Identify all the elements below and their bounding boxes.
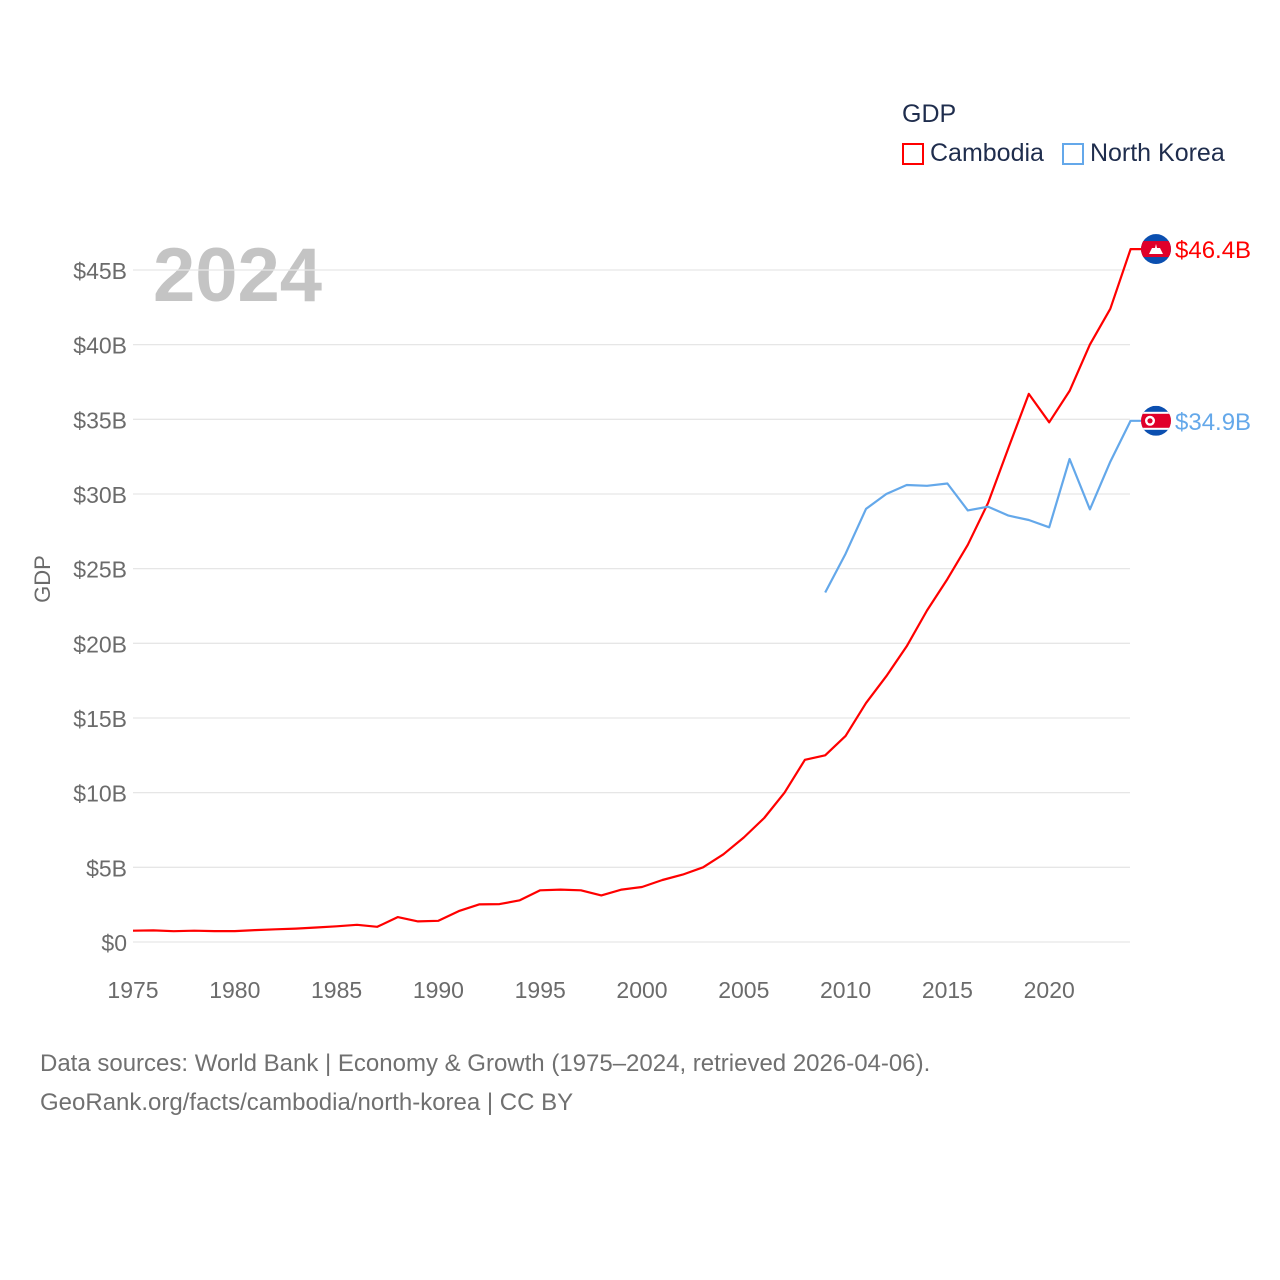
- x-tick-label: 1990: [413, 977, 464, 1003]
- legend-title: GDP: [902, 100, 957, 128]
- end-value-label: $34.9B: [1175, 409, 1251, 436]
- x-tick-label: 1995: [515, 977, 566, 1003]
- series-line-cambodia: [132, 248, 1143, 933]
- x-tick-label: 2010: [820, 977, 871, 1003]
- north-korea-flag-icon: [1141, 405, 1171, 436]
- legend-item-north-korea[interactable]: North Korea: [1061, 139, 1225, 168]
- legend-swatch-cambodia: [902, 142, 924, 165]
- y-axis-label: GDP: [30, 555, 55, 603]
- x-tick-label: 1975: [107, 977, 158, 1003]
- legend-swatch-north-korea: [1061, 142, 1084, 165]
- year-label: 2024: [153, 233, 322, 318]
- x-tick-label: 2000: [616, 977, 667, 1003]
- legend-label: Cambodia: [930, 139, 1044, 167]
- x-tick-label: 1985: [311, 977, 362, 1003]
- y-tick-label: $30B: [73, 482, 127, 508]
- legend: GDP Cambodia North Korea: [902, 100, 1225, 168]
- source-note: Data sources: World Bank | Economy & Gro…: [40, 1044, 930, 1122]
- y-tick-label: $35B: [73, 407, 127, 433]
- y-tick-label: $15B: [73, 706, 127, 732]
- legend-item-cambodia[interactable]: Cambodia: [902, 139, 1044, 168]
- y-tick-label: $45B: [73, 258, 127, 284]
- legend-label: North Korea: [1089, 139, 1225, 167]
- x-tick-label: 2015: [922, 977, 973, 1003]
- y-tick-label: $25B: [73, 557, 127, 583]
- source-line-1: Data sources: World Bank | Economy & Gro…: [40, 1050, 931, 1077]
- y-tick-label: $10B: [73, 781, 127, 807]
- y-tick-label: $5B: [86, 855, 127, 881]
- y-tick-label: $40B: [73, 333, 127, 359]
- series-line-north-korea: [824, 419, 1143, 594]
- y-tick-label: $0: [101, 930, 127, 956]
- x-tick-label: 2020: [1024, 977, 1075, 1003]
- source-line-2[interactable]: GeoRank.org/facts/cambodia/north-korea |…: [40, 1089, 574, 1116]
- end-value-label: $46.4B: [1175, 237, 1251, 264]
- x-tick-label: 2005: [718, 977, 769, 1003]
- cambodia-flag-icon: [1141, 234, 1171, 265]
- y-tick-label: $20B: [73, 631, 127, 657]
- x-tick-label: 1980: [209, 977, 260, 1003]
